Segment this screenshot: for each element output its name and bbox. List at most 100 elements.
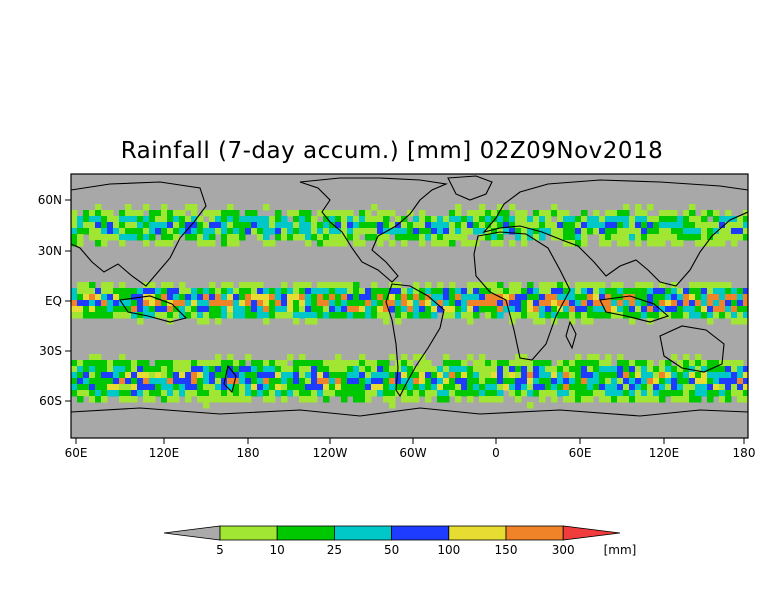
precip-cell bbox=[125, 300, 132, 307]
precip-cell bbox=[149, 300, 156, 307]
precip-cell bbox=[617, 234, 624, 241]
precip-cell bbox=[527, 372, 534, 379]
precip-cell bbox=[443, 240, 450, 247]
precip-cell bbox=[473, 384, 480, 391]
precip-cell bbox=[425, 390, 432, 397]
precip-cell bbox=[689, 372, 696, 379]
precip-cell bbox=[89, 306, 96, 313]
precip-cell bbox=[743, 216, 748, 223]
precip-cell bbox=[605, 222, 612, 229]
precip-cell bbox=[521, 354, 528, 361]
precip-cell bbox=[197, 366, 204, 373]
precip-cell bbox=[467, 354, 474, 361]
precip-cell bbox=[683, 384, 690, 391]
map-title: Rainfall (7-day accum.) [mm] 02Z09Nov201… bbox=[120, 138, 664, 164]
precip-cell bbox=[725, 228, 732, 235]
precip-cell bbox=[377, 378, 384, 385]
precip-cell bbox=[215, 390, 222, 397]
precip-cell bbox=[323, 216, 330, 223]
precip-cell bbox=[341, 240, 348, 247]
precip-cell bbox=[575, 366, 582, 373]
precip-cell bbox=[497, 216, 504, 223]
precip-cell bbox=[305, 234, 312, 241]
precip-cell bbox=[479, 378, 486, 385]
precip-cell bbox=[545, 312, 552, 319]
precip-cell bbox=[473, 288, 480, 295]
precip-cell bbox=[641, 378, 648, 385]
precip-cell bbox=[665, 372, 672, 379]
precip-cell bbox=[365, 300, 372, 307]
precip-cell bbox=[77, 300, 84, 307]
precip-cell bbox=[737, 366, 744, 373]
precip-cell bbox=[119, 396, 126, 403]
precip-cell bbox=[449, 306, 456, 313]
precip-cell bbox=[485, 294, 492, 301]
precip-cell bbox=[89, 366, 96, 373]
precip-cell bbox=[383, 390, 390, 397]
precip-cell bbox=[713, 378, 720, 385]
precip-cell bbox=[209, 384, 216, 391]
precip-cell bbox=[149, 378, 156, 385]
precip-cell bbox=[515, 300, 522, 307]
precip-cell bbox=[665, 390, 672, 397]
precip-cell bbox=[323, 366, 330, 373]
precip-cell bbox=[461, 378, 468, 385]
precip-cell bbox=[239, 306, 246, 313]
precip-cell bbox=[221, 210, 228, 217]
precip-cell bbox=[251, 390, 258, 397]
precip-cell bbox=[233, 312, 240, 319]
precip-cell bbox=[287, 306, 294, 313]
precip-cell bbox=[119, 312, 126, 319]
precip-cell bbox=[191, 204, 198, 211]
precip-cell bbox=[299, 312, 306, 319]
precip-cell bbox=[743, 234, 748, 241]
precip-cell bbox=[737, 378, 744, 385]
precip-cell bbox=[305, 222, 312, 229]
precip-cell bbox=[491, 378, 498, 385]
precip-cell bbox=[341, 300, 348, 307]
precip-cell bbox=[359, 372, 366, 379]
precip-cell bbox=[233, 378, 240, 385]
precip-cell bbox=[323, 288, 330, 295]
precip-cell bbox=[389, 210, 396, 217]
precip-cell bbox=[515, 306, 522, 313]
precip-cell bbox=[227, 372, 234, 379]
precip-cell bbox=[407, 222, 414, 229]
precip-cell bbox=[527, 360, 534, 367]
precip-cell bbox=[101, 234, 108, 241]
precip-cell bbox=[473, 378, 480, 385]
precip-cell bbox=[497, 300, 504, 307]
precip-cell bbox=[575, 378, 582, 385]
precip-cell bbox=[305, 240, 312, 247]
precip-cell bbox=[137, 210, 144, 217]
precip-cell bbox=[149, 228, 156, 235]
precip-cell bbox=[575, 354, 582, 361]
precip-cell bbox=[353, 216, 360, 223]
precip-cell bbox=[377, 366, 384, 373]
precip-cell bbox=[323, 282, 330, 289]
precip-cell bbox=[77, 234, 84, 241]
precip-cell bbox=[539, 396, 546, 403]
precip-cell bbox=[227, 240, 234, 247]
precip-cell bbox=[683, 372, 690, 379]
precip-cell bbox=[137, 366, 144, 373]
precip-cell bbox=[611, 372, 618, 379]
precip-cell bbox=[737, 360, 744, 367]
precip-cell bbox=[137, 384, 144, 391]
precip-cell bbox=[359, 240, 366, 247]
precip-cell bbox=[629, 372, 636, 379]
precip-cell bbox=[407, 384, 414, 391]
precip-cell bbox=[113, 306, 120, 313]
precip-cell bbox=[287, 366, 294, 373]
precip-cell bbox=[131, 288, 138, 295]
precip-cell bbox=[173, 366, 180, 373]
precip-cell bbox=[719, 384, 726, 391]
precip-cell bbox=[161, 360, 168, 367]
precip-cell bbox=[149, 282, 156, 289]
precip-cell bbox=[623, 396, 630, 403]
precip-cell bbox=[101, 396, 108, 403]
precip-cell bbox=[347, 312, 354, 319]
precip-cell bbox=[719, 234, 726, 241]
precip-cell bbox=[635, 210, 642, 217]
precip-cell bbox=[113, 384, 120, 391]
